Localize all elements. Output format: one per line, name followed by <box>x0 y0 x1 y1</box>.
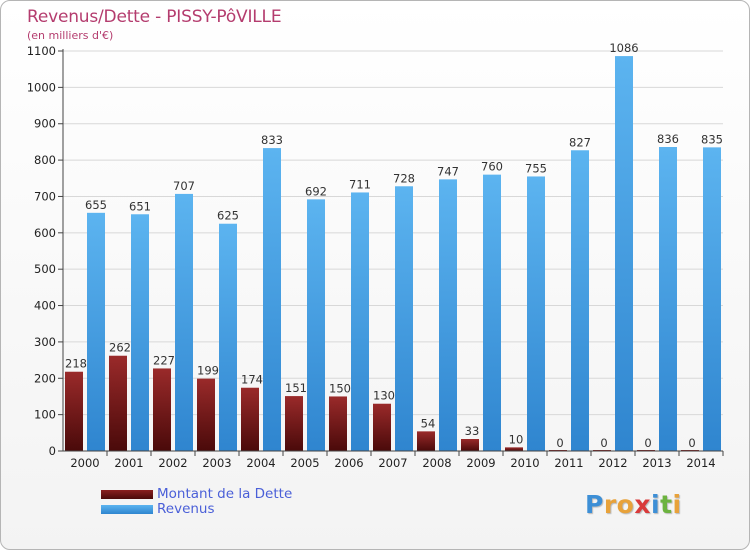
x-tick-label: 2012 <box>598 456 627 470</box>
data-label: 651 <box>129 199 151 213</box>
bar-revenus <box>87 212 105 451</box>
bar-revenus <box>351 192 369 452</box>
logo-letter: r <box>603 490 617 519</box>
proxiti-logo: Proxiti <box>585 490 682 519</box>
x-tick-label: 2006 <box>334 456 363 470</box>
data-label: 0 <box>556 436 563 450</box>
data-label: 199 <box>197 364 219 378</box>
x-tick-label: 2001 <box>114 456 143 470</box>
y-tick-label: 400 <box>34 299 56 313</box>
y-tick-label: 100 <box>34 408 56 422</box>
data-label: 692 <box>305 184 327 198</box>
legend-label-debt: Montant de la Dette <box>157 486 293 502</box>
bar-dette <box>197 378 215 451</box>
data-label: 760 <box>481 160 503 174</box>
data-label: 227 <box>153 353 175 367</box>
bar-dette <box>461 439 479 451</box>
logo-letter: o <box>616 490 635 519</box>
bar-revenus <box>439 179 457 451</box>
data-label: 655 <box>85 198 107 212</box>
y-tick-label: 900 <box>34 117 56 131</box>
logo-letter: x <box>634 490 651 519</box>
bar-revenus <box>483 174 501 452</box>
logo-letter: t <box>660 490 673 519</box>
logo-letter: i <box>672 490 682 519</box>
y-tick-label: 800 <box>34 153 56 167</box>
bar-dette <box>109 355 127 451</box>
bar-dette <box>505 447 523 451</box>
y-tick-label: 500 <box>34 262 56 276</box>
legend-label-revenue: Revenus <box>157 501 215 517</box>
bar-revenus <box>571 150 589 452</box>
y-tick-label: 0 <box>49 444 56 458</box>
data-label: 10 <box>509 432 524 446</box>
logo-letter: i <box>651 490 661 519</box>
bar-revenus <box>263 148 281 451</box>
data-label: 833 <box>261 133 283 147</box>
y-tick-label: 1100 <box>27 44 56 58</box>
logo-letter: P <box>585 490 604 519</box>
x-tick-label: 2003 <box>202 456 231 470</box>
data-label: 150 <box>329 381 351 395</box>
legend-swatch-debt <box>101 490 153 499</box>
data-label: 0 <box>644 436 651 450</box>
data-label: 130 <box>373 389 395 403</box>
y-tick-label: 600 <box>34 226 56 240</box>
x-tick-label: 2008 <box>422 456 451 470</box>
x-tick-label: 2005 <box>290 456 319 470</box>
bar-dette <box>417 431 435 451</box>
x-tick-label: 2007 <box>378 456 407 470</box>
data-label: 836 <box>657 132 679 146</box>
bar-dette <box>373 403 391 451</box>
bar-revenus <box>615 56 633 451</box>
bar-dette <box>153 368 171 451</box>
y-tick-label: 300 <box>34 335 56 349</box>
bar-dette <box>65 371 83 451</box>
data-label: 151 <box>285 381 307 395</box>
bar-revenus <box>131 214 149 451</box>
y-tick-label: 700 <box>34 189 56 203</box>
data-label: 54 <box>421 416 436 430</box>
data-label: 835 <box>701 132 723 146</box>
bar-revenus <box>527 176 545 452</box>
data-label: 33 <box>465 424 480 438</box>
bar-revenus <box>659 147 677 451</box>
data-label: 218 <box>65 357 87 371</box>
y-tick-label: 200 <box>34 371 56 385</box>
data-label: 262 <box>109 341 131 355</box>
x-tick-label: 2011 <box>554 456 583 470</box>
x-tick-label: 2004 <box>246 456 275 470</box>
x-tick-label: 2009 <box>466 456 495 470</box>
chart-title: Revenus/Dette - PISSY-PôVILLE <box>27 7 282 27</box>
data-label: 0 <box>688 436 695 450</box>
bar-revenus <box>219 223 237 451</box>
x-tick-label: 2014 <box>686 456 715 470</box>
bar-dette <box>329 396 347 451</box>
x-tick-label: 2000 <box>70 456 99 470</box>
bar-revenus <box>703 147 721 451</box>
data-label: 827 <box>569 135 591 149</box>
data-label: 755 <box>525 161 547 175</box>
x-tick-label: 2002 <box>158 456 187 470</box>
x-tick-label: 2010 <box>510 456 539 470</box>
chart-subtitle: (en milliers d'€) <box>27 29 114 42</box>
data-label: 747 <box>437 164 459 178</box>
bar-revenus <box>307 199 325 451</box>
y-tick-label: 1000 <box>27 80 56 94</box>
data-label: 0 <box>600 436 607 450</box>
legend-swatch-revenue <box>101 505 153 514</box>
bar-dette <box>241 387 259 451</box>
data-label: 711 <box>349 177 371 191</box>
bar-revenus <box>175 193 193 451</box>
data-label: 174 <box>241 373 263 387</box>
bar-dette <box>285 396 303 451</box>
data-label: 625 <box>217 209 239 223</box>
x-tick-label: 2013 <box>642 456 671 470</box>
data-label: 1086 <box>609 41 638 55</box>
data-label: 728 <box>393 171 415 185</box>
data-label: 707 <box>173 179 195 193</box>
bar-revenus <box>395 186 413 452</box>
